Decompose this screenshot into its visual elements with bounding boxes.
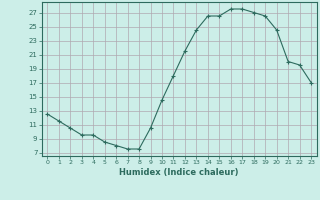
X-axis label: Humidex (Indice chaleur): Humidex (Indice chaleur) [119, 168, 239, 177]
